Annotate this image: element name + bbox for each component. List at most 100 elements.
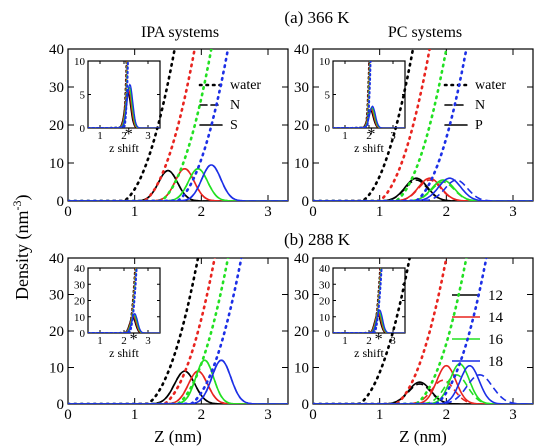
a-pc-xtick-label-3: 3 — [509, 204, 517, 220]
y-axis-label-exp: -3 — [10, 201, 24, 211]
a-pc-inset-ytick-label-1: 5 — [325, 90, 331, 102]
b-pc-inset-marker: * — [375, 331, 383, 348]
a-pc-inset-water-18 — [333, 61, 372, 128]
y-axis-label: Density (nm-3) — [10, 195, 33, 301]
a-pc-inset-ytick-label-2: 10 — [319, 56, 331, 68]
a-ipa-series-12-S — [68, 169, 288, 201]
b-pc-series-18-P — [313, 365, 533, 404]
b-ipa-series-12-S — [68, 370, 288, 404]
b-pc-series-12-N — [313, 383, 533, 404]
legend-style-ipa-label-2: S — [230, 118, 238, 133]
b-ipa-xtick-label-2: 2 — [198, 407, 206, 423]
b-pc-inset-xtick-label-2: 3 — [390, 335, 396, 347]
b-ipa-inset-xtick-label-1: 2 — [121, 335, 127, 347]
a-ipa-inset-ytick-label-1: 5 — [80, 90, 86, 102]
b-pc-ytick-label-0: 0 — [302, 397, 310, 413]
a-ipa-xtick-label-0: 0 — [64, 204, 72, 220]
a-pc-inset-marker: * — [367, 126, 375, 143]
b-ipa-series-16-N — [68, 359, 288, 404]
a-pc-series-14-N — [313, 179, 533, 201]
b-pc-series-14-P — [313, 364, 533, 404]
a-pc-series-18-water — [313, 49, 468, 201]
b-pc-inset-bg — [333, 268, 405, 333]
b-ipa-ytick-label-2: 20 — [49, 324, 64, 340]
b-ipa-inset-plot — [88, 268, 160, 333]
a-ipa-ytick-label-1: 10 — [49, 156, 64, 172]
legend-size-label-14: 14 — [488, 310, 504, 326]
a-ipa-series-18-water — [68, 49, 230, 201]
b-pc-inset-ytick-label-3: 30 — [319, 279, 331, 291]
b-pc-xtick-label-2: 2 — [443, 407, 451, 423]
a-ipa-ytick-label-3: 30 — [49, 80, 64, 96]
b-ipa-ytick-label-1: 10 — [49, 361, 64, 377]
b-pc-inset-ytick-label-4: 40 — [319, 263, 331, 275]
a-pc-series-12-water — [313, 49, 415, 201]
a-pc-xtick-label-1: 1 — [376, 204, 384, 220]
a-ipa-inset-xlabel: z shift — [109, 141, 139, 155]
b-pc-inset-plot — [333, 268, 405, 333]
column-title-ipa: IPA systems — [141, 24, 219, 41]
b-pc-inset-xtick-label-1: 2 — [366, 335, 372, 347]
a-ipa-ytick-label-2: 20 — [49, 118, 64, 134]
a-pc-inset-plot — [333, 61, 405, 128]
b-ipa-inset-ytick-label-2: 20 — [74, 296, 86, 308]
x-axis-label-right: Z (nm) — [399, 427, 447, 446]
b-pc-ytick-label-3: 30 — [294, 288, 309, 304]
b-ipa-inset-water-18 — [88, 268, 138, 333]
b-ipa-plot — [68, 258, 288, 404]
b-ipa-inset-xtick-label-0: 1 — [97, 335, 103, 347]
legend-style-ipa-label-1: N — [230, 98, 240, 113]
b-pc-xtick-label-1: 1 — [376, 407, 384, 423]
b-ipa-inset-ytick-label-4: 40 — [74, 263, 86, 275]
b-pc-series-12-P — [313, 381, 533, 404]
b-pc-series-18-N — [313, 373, 533, 404]
a-pc-inset-xtick-label-1: 2 — [366, 130, 372, 142]
b-pc-inset-xtick-label-0: 1 — [342, 335, 348, 347]
b-ipa-inset-bg — [88, 268, 160, 333]
a-ipa-inset-ytick-label-0: 0 — [80, 123, 86, 135]
y-axis-label-main: Density (nm — [12, 211, 33, 301]
y-axis-label-close: ) — [12, 195, 33, 201]
b-ipa-ytick-label-4: 40 — [49, 251, 64, 267]
b-ipa-series-18-N — [68, 359, 288, 404]
b-ipa-xtick-label-0: 0 — [64, 407, 72, 423]
a-pc-inset-peak-18 — [333, 105, 405, 128]
b-ipa-series-14-S — [68, 370, 288, 404]
a-ipa-inset-peak-18 — [88, 83, 160, 128]
a-ipa-inset-ytick-label-2: 10 — [74, 56, 86, 68]
x-axis-label-left: Z (nm) — [154, 427, 202, 446]
a-pc-ytick-label-0: 0 — [302, 194, 310, 210]
legend-style-pc-label-0: water — [475, 78, 506, 93]
b-pc-plot — [313, 258, 533, 404]
b-ipa-inset-ytick-label-1: 10 — [74, 312, 86, 324]
b-ipa-series-18-S — [68, 359, 288, 404]
b-ipa-inset-ytick-label-0: 0 — [80, 328, 86, 340]
b-pc-series-12-water — [313, 258, 412, 404]
b-pc-ytick-label-2: 20 — [294, 324, 309, 340]
a-ipa-xtick-label-3: 3 — [264, 204, 272, 220]
a-pc-series-16-water — [313, 49, 448, 201]
b-pc-ytick-label-1: 10 — [294, 361, 309, 377]
a-ipa-inset-xtick-label-1: 2 — [121, 130, 127, 142]
figure-curves — [68, 49, 533, 404]
row-title-b: (b) 288 K — [284, 230, 351, 249]
a-pc-series-16-N — [313, 181, 533, 201]
a-ipa-xtick-label-1: 1 — [131, 204, 139, 220]
b-pc-xtick-label-0: 0 — [309, 407, 317, 423]
legend-style-pc-label-1: N — [475, 98, 485, 113]
a-pc-inset-xlabel: z shift — [354, 141, 384, 155]
legend-style-ipa-label-0: water — [230, 78, 261, 93]
a-ipa-series-16-S — [68, 168, 288, 201]
a-pc-inset-xtick-label-0: 1 — [342, 130, 348, 142]
b-ipa-ytick-label-3: 30 — [49, 288, 64, 304]
a-pc-series-16-P — [313, 179, 533, 201]
a-pc-plot — [313, 49, 533, 201]
a-pc-xtick-label-0: 0 — [309, 204, 317, 220]
b-ipa-inset-xtick-label-2: 3 — [145, 335, 151, 347]
a-ipa-xtick-label-2: 2 — [198, 204, 206, 220]
a-ipa-inset-xtick-label-0: 1 — [97, 130, 103, 142]
a-pc-ytick-label-2: 20 — [294, 118, 309, 134]
b-ipa-ytick-label-0: 0 — [57, 397, 65, 413]
